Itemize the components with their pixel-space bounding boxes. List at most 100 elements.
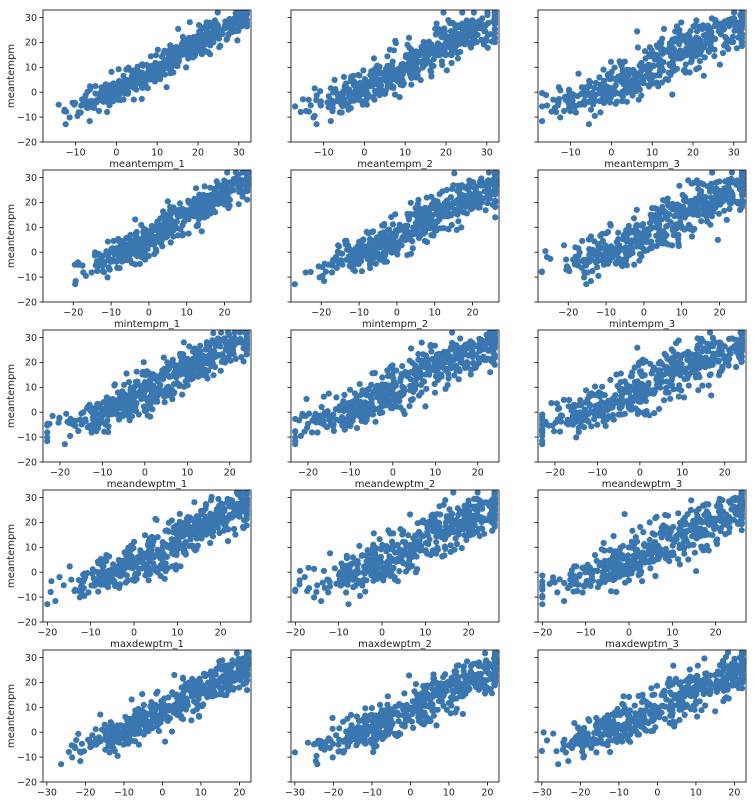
scatter-point — [626, 251, 633, 258]
scatter-point — [123, 370, 130, 377]
scatter-point — [381, 222, 388, 229]
scatter-point — [313, 97, 320, 104]
scatter-point — [638, 92, 645, 99]
scatter-point — [639, 409, 647, 416]
scatter-point — [125, 379, 133, 386]
scatter-point — [663, 385, 670, 392]
scatter-point — [557, 418, 565, 425]
scatter-point — [710, 350, 717, 357]
scatter-points — [539, 10, 746, 128]
scatter-point — [148, 62, 155, 69]
scatter-point — [423, 354, 430, 361]
scatter-point — [595, 240, 602, 248]
scatter-point — [136, 392, 143, 399]
scatter-point — [159, 367, 166, 374]
scatter-point — [687, 59, 695, 66]
scatter-point — [448, 52, 455, 59]
scatter-point — [329, 262, 336, 269]
scatter-point — [402, 227, 409, 234]
scatter-point — [624, 231, 631, 238]
scatter-point — [575, 428, 582, 436]
scatter-point — [442, 358, 449, 365]
scatter-point — [330, 411, 337, 418]
scatter-point — [204, 23, 211, 30]
scatter-point — [224, 538, 232, 545]
axes-frame — [537, 9, 747, 143]
scatter-point — [616, 404, 623, 411]
scatter-point — [739, 173, 746, 181]
scatter-point — [663, 222, 671, 230]
scatter-point — [436, 225, 444, 232]
scatter-point — [411, 70, 419, 78]
scatter-point — [602, 422, 609, 430]
scatter-point — [329, 108, 336, 115]
scatter-point — [637, 398, 644, 405]
scatter-point — [340, 73, 348, 80]
scatter-point — [566, 396, 573, 404]
scatter-point — [619, 89, 626, 96]
scatter-point — [588, 390, 595, 397]
scatter-point — [640, 78, 647, 85]
scatter-point — [685, 221, 693, 228]
scatter-point — [447, 365, 454, 372]
scatter-point — [400, 80, 407, 87]
scatter-point — [594, 421, 601, 428]
scatter-point — [332, 406, 339, 413]
scatter-point — [370, 228, 377, 235]
scatter-point — [312, 410, 319, 417]
scatter-point — [669, 91, 676, 98]
scatter-point — [699, 382, 706, 389]
scatter-point — [438, 47, 445, 54]
scatter-point — [451, 372, 458, 379]
scatter-point — [94, 267, 101, 275]
scatter-point — [72, 281, 79, 288]
scatter-point — [605, 250, 612, 257]
scatter-point — [659, 209, 666, 216]
scatter-point — [390, 47, 397, 54]
scatter-point — [388, 214, 395, 221]
scatter-point — [239, 193, 246, 200]
x-tick-label: 10 — [646, 148, 658, 159]
scatter-point — [657, 358, 664, 365]
y-tick-label: 10 — [25, 223, 37, 234]
scatter-point — [389, 396, 396, 403]
scatter-point — [105, 264, 112, 271]
scatter-point — [244, 188, 251, 195]
scatter-point — [692, 195, 699, 202]
scatter-point — [422, 364, 430, 371]
x-tick-label: −10 — [66, 148, 86, 159]
scatter-point — [369, 370, 376, 377]
scatter-point — [197, 342, 204, 349]
scatter-point — [738, 10, 745, 16]
scatter-point — [680, 33, 687, 40]
scatter-point — [166, 66, 173, 73]
scatter-point — [548, 400, 555, 407]
scatter-point — [659, 203, 666, 210]
scatter-point — [539, 441, 546, 448]
scatter-point — [635, 84, 642, 92]
scatter-point — [408, 345, 415, 352]
scatter-point — [132, 378, 139, 385]
scatter-point — [244, 183, 251, 190]
x-tick-label: −10 — [561, 148, 581, 159]
scatter-point — [79, 262, 86, 269]
scatter-point — [539, 118, 546, 125]
scatter-point — [670, 348, 677, 355]
scatter-point — [698, 218, 705, 225]
scatter-point — [160, 354, 167, 361]
scatter-point — [428, 73, 435, 80]
scatter-point — [631, 364, 638, 371]
scatter-point — [123, 250, 130, 257]
scatter-point — [44, 434, 51, 441]
scatter-point — [160, 232, 167, 239]
scatter-point — [218, 28, 225, 35]
scatter-point — [604, 400, 611, 408]
scatter-point — [492, 214, 499, 221]
scatter-point — [466, 177, 473, 184]
scatter-point — [342, 401, 349, 408]
scatter-point — [136, 260, 143, 267]
scatter-point — [317, 98, 324, 105]
scatter-point — [592, 79, 600, 86]
scatter-point — [633, 222, 640, 230]
scatter-point — [107, 92, 114, 99]
